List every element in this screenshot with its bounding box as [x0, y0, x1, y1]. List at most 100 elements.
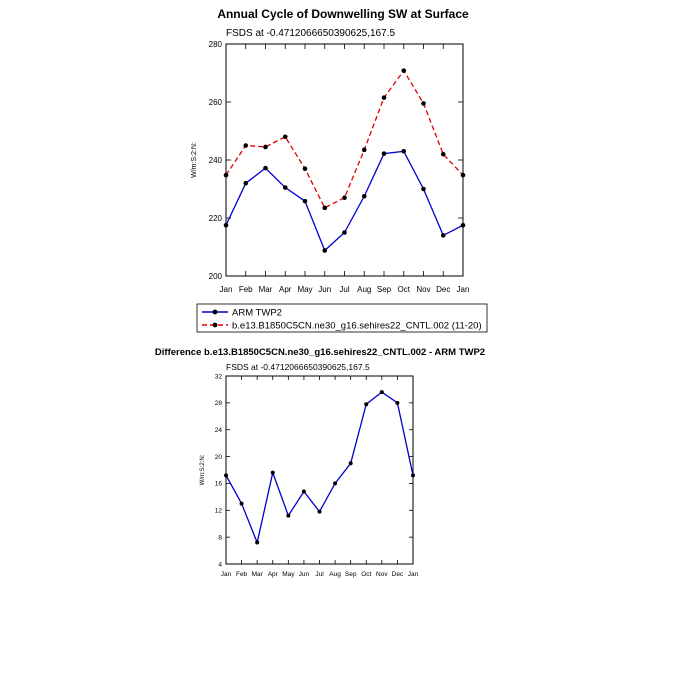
x-tick-label: Jun: [318, 285, 331, 294]
difference-chart: Difference b.e13.B1850C5CN.ne30_g16.sehi…: [155, 347, 485, 578]
data-point: [243, 143, 249, 148]
data-point: [286, 513, 291, 518]
y-tick-label: 8: [218, 534, 222, 541]
data-point: [381, 95, 387, 100]
x-tick-label: Sep: [377, 285, 392, 294]
x-tick-label: Jul: [339, 285, 349, 294]
y-tick-label: 24: [215, 427, 223, 434]
chart1-series-layer: [223, 68, 466, 253]
data-point: [342, 195, 347, 200]
data-point: [361, 193, 367, 199]
x-tick-label: Jan: [221, 571, 232, 578]
x-tick-label: Nov: [416, 285, 430, 294]
x-tick-label: Apr: [268, 571, 279, 578]
data-point: [239, 501, 244, 506]
x-tick-label: Nov: [376, 571, 388, 578]
data-point: [364, 402, 369, 407]
data-point: [342, 230, 347, 235]
x-tick-label: Apr: [279, 285, 292, 294]
series-line-1: [225, 69, 464, 209]
x-tick-label: Mar: [259, 285, 273, 294]
y-tick-label: 4: [218, 561, 222, 568]
y-tick-label: 240: [209, 156, 223, 165]
chart2-y-axis: 4 8 12 16 20 24 28 32: [215, 373, 413, 568]
x-tick-label: Jan: [408, 571, 419, 578]
data-point: [243, 180, 249, 186]
chart2-series-layer: [224, 390, 415, 545]
x-tick-label: Dec: [436, 285, 450, 294]
x-tick-label: Feb: [236, 571, 248, 578]
chart2-y-axis-label: W/m:S:2:N:: [200, 454, 206, 485]
y-tick-label: 28: [215, 400, 223, 407]
x-tick-label: Jan: [220, 285, 233, 294]
data-point: [401, 68, 407, 73]
data-point: [302, 198, 308, 204]
chart1-x-axis: Jan Feb Mar Apr May Jun Jul Aug Sep Oct Nov Dec Jan: [220, 44, 470, 294]
data-point: [223, 222, 229, 228]
x-tick-label: May: [297, 285, 312, 294]
data-point: [322, 248, 328, 253]
x-tick-label: Mar: [252, 571, 264, 578]
chart2-subtitle: FSDS at -0.4712066650390625,167.5: [226, 362, 370, 372]
x-tick-label: Oct: [398, 285, 411, 294]
x-tick-label: Oct: [361, 571, 371, 578]
data-point: [361, 147, 367, 153]
data-point: [317, 509, 322, 514]
data-point: [255, 540, 260, 545]
chart1-subtitle: FSDS at -0.4712066650390625,167.5: [226, 28, 395, 39]
x-tick-label: Dec: [392, 571, 404, 578]
data-point: [460, 172, 466, 178]
series-line-0: [225, 391, 414, 545]
data-point: [224, 473, 228, 478]
data-point: [263, 144, 268, 150]
chart1-y-axis-label: W/m:S:2:N:: [191, 142, 198, 178]
legend-marker-model: [212, 322, 218, 328]
data-point: [322, 205, 328, 211]
x-tick-label: Jul: [315, 571, 324, 578]
y-tick-label: 200: [209, 272, 223, 281]
chart1-title: Annual Cycle of Downwelling SW at Surfac…: [217, 7, 469, 21]
data-point: [263, 165, 268, 171]
data-point: [270, 470, 275, 475]
data-point: [440, 233, 446, 238]
data-point: [460, 222, 466, 228]
data-point: [421, 101, 426, 106]
chart1-y-axis: 200 220 240 260 280: [209, 40, 463, 281]
y-tick-label: 280: [209, 40, 223, 49]
x-tick-label: Jan: [457, 285, 470, 294]
legend-label-arm: ARM TWP2: [232, 308, 282, 319]
chart1-plot-frame: [225, 43, 464, 277]
data-point: [421, 186, 426, 192]
legend-box: [196, 303, 488, 333]
data-point: [223, 172, 229, 178]
data-point: [301, 489, 306, 494]
data-point: [333, 481, 338, 486]
x-tick-label: Aug: [357, 285, 371, 294]
data-point: [440, 151, 446, 157]
annual-cycle-chart: Annual Cycle of Downwelling SW at Surfac…: [191, 7, 488, 333]
legend-marker-arm: [212, 309, 218, 315]
data-point: [379, 390, 384, 395]
data-point: [302, 166, 308, 171]
chart2-x-axis: Jan Feb Mar Apr May Jun Jul Aug Sep Oct Nov Dec Jan: [221, 376, 419, 578]
chart2-title: Difference b.e13.B1850C5CN.ne30_g16.sehi…: [155, 347, 485, 358]
x-tick-label: Jun: [299, 571, 310, 578]
data-point: [282, 134, 288, 140]
data-point: [348, 461, 353, 466]
x-tick-label: May: [282, 571, 295, 578]
chart1-legend: ARM TWP2 b.e13.B1850C5CN.ne30_g16.sehire…: [196, 303, 488, 333]
data-point: [411, 473, 415, 478]
data-point: [395, 400, 400, 405]
data-point: [401, 149, 407, 154]
series-line-0: [225, 150, 464, 252]
y-tick-label: 260: [209, 98, 223, 107]
data-point: [381, 151, 387, 156]
x-tick-label: Feb: [239, 285, 253, 294]
y-tick-label: 12: [215, 508, 223, 515]
y-tick-label: 16: [215, 481, 223, 488]
y-tick-label: 20: [215, 454, 223, 461]
y-tick-label: 32: [215, 373, 223, 380]
legend-label-model: b.e13.B1850C5CN.ne30_g16.sehires22_CNTL.…: [232, 321, 482, 332]
data-point: [282, 185, 288, 190]
